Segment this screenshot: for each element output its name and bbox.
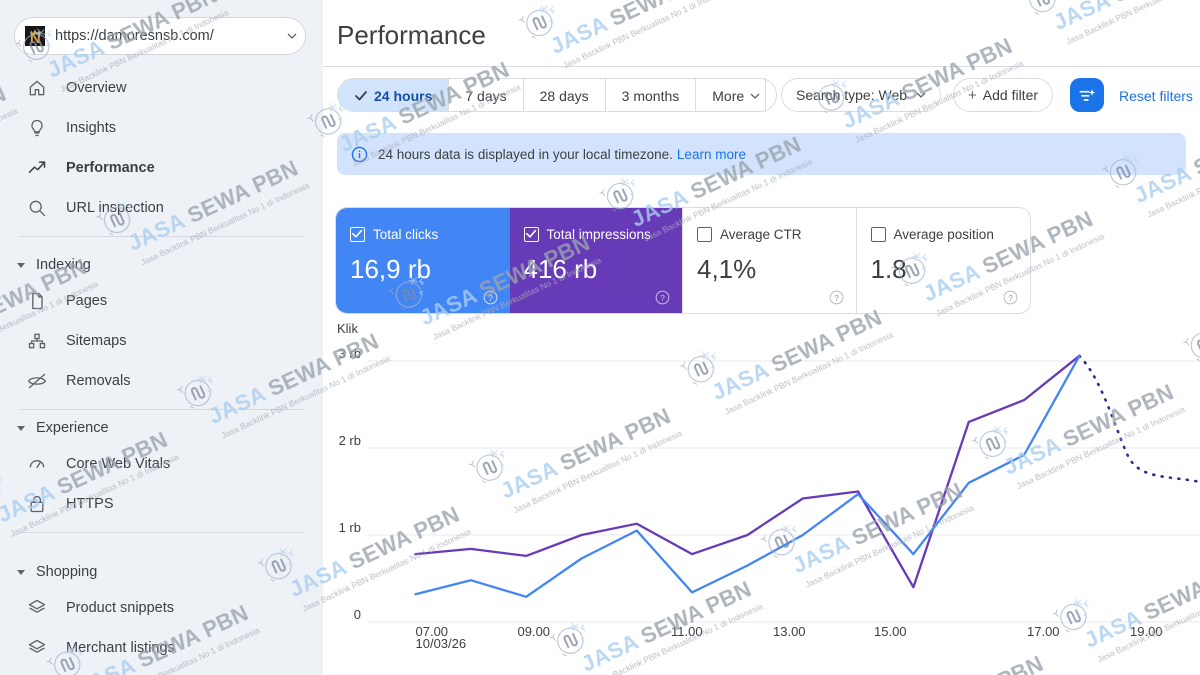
svg-text:?: ?: [660, 294, 665, 303]
svg-text:?: ?: [834, 294, 839, 303]
svg-text:07.00: 07.00: [416, 624, 449, 636]
svg-text:15.00: 15.00: [874, 624, 907, 636]
svg-text:13.00: 13.00: [773, 624, 806, 636]
svg-text:17.00: 17.00: [1027, 624, 1060, 636]
svg-text:19.00: 19.00: [1130, 624, 1163, 636]
svg-text:0: 0: [354, 607, 361, 622]
svg-text:11.00: 11.00: [671, 624, 703, 636]
svg-text:?: ?: [488, 294, 493, 303]
svg-text:1 rb: 1 rb: [339, 520, 361, 535]
svg-text:09.00: 09.00: [518, 624, 551, 636]
svg-text:3 rb: 3 rb: [339, 346, 361, 361]
svg-text:2 rb: 2 rb: [339, 433, 361, 448]
svg-text:?: ?: [1008, 294, 1013, 303]
